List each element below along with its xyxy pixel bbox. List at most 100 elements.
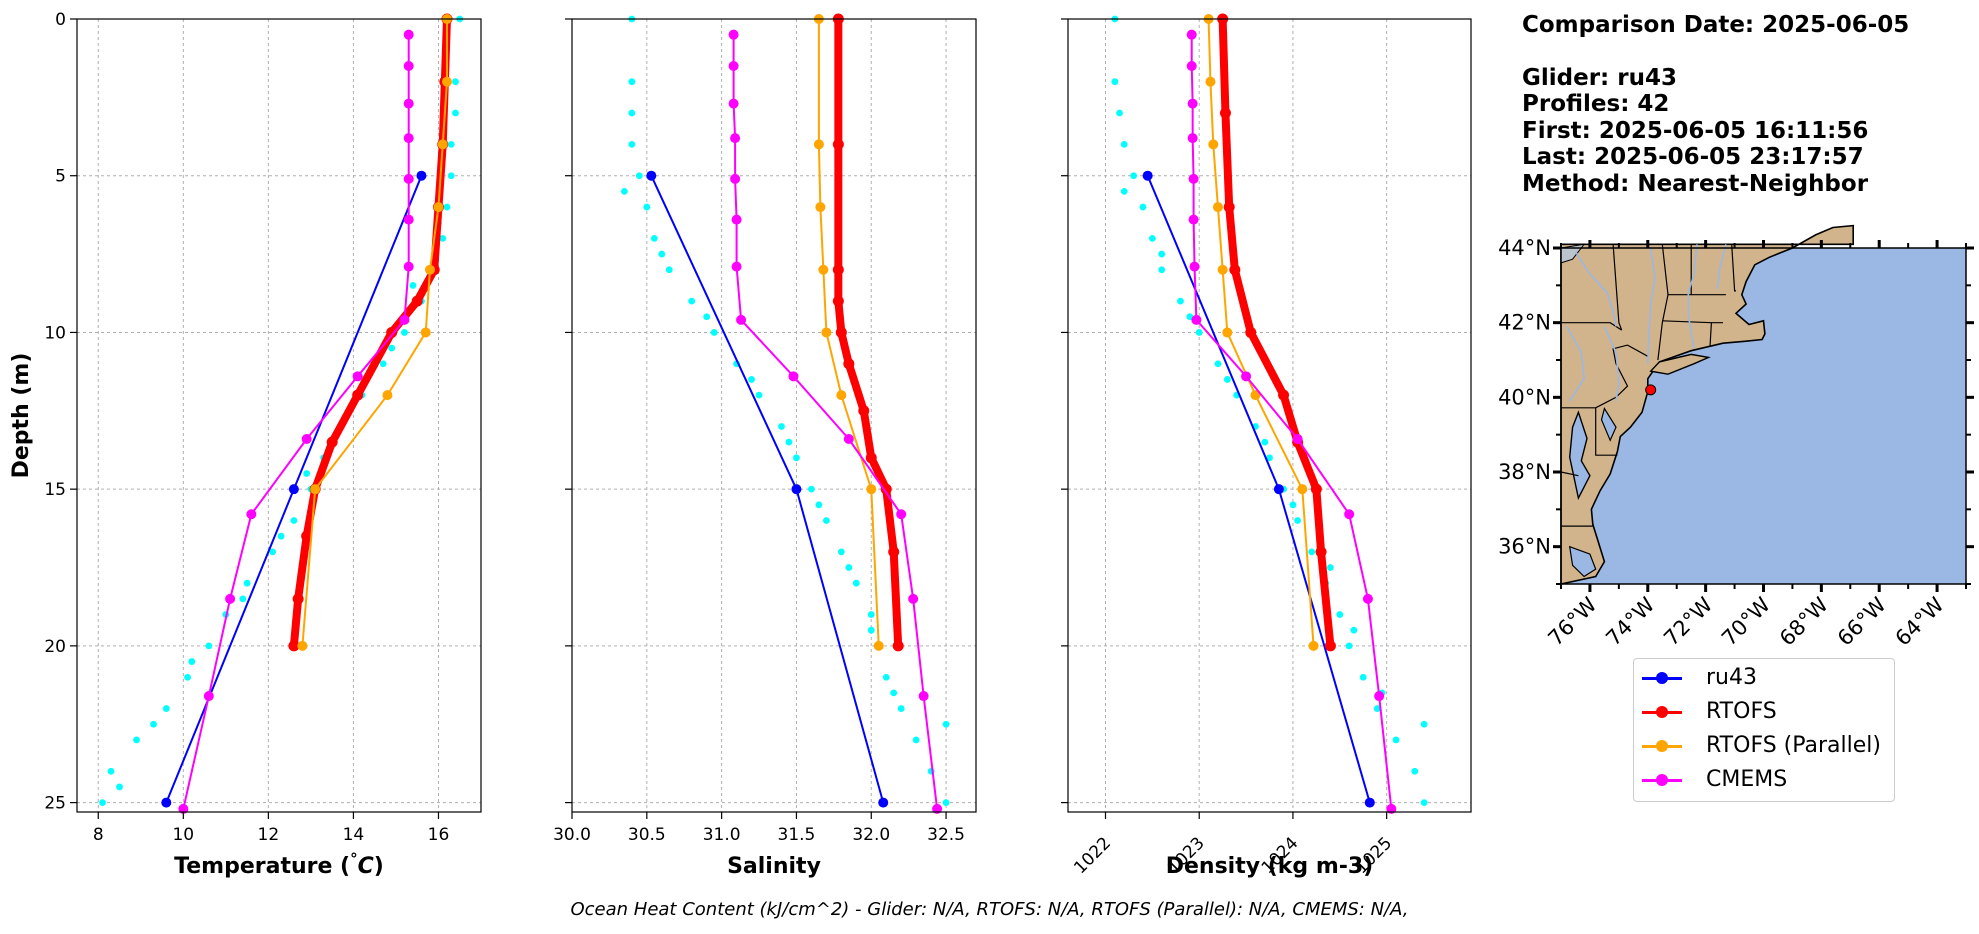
series-point-rtofs-parallel (873, 640, 884, 651)
x-tick-label: 32.5 (927, 825, 965, 845)
glider-profile-point (793, 454, 800, 462)
series-point-cmems (731, 261, 742, 272)
series-point-ru43 (1273, 484, 1284, 495)
series-point-cmems (1186, 29, 1197, 40)
map-lat-label: 38°N (1498, 460, 1551, 484)
glider-profile-point (852, 579, 860, 587)
series-point-cmems (403, 61, 414, 72)
legend-marker (1656, 672, 1668, 684)
series-point-cmems (728, 29, 739, 40)
series-point-rtofs-parallel (866, 484, 877, 495)
series-point-rtofs-parallel (1212, 202, 1223, 213)
series-point-ru43 (416, 170, 427, 181)
series-point-cmems (1191, 314, 1202, 325)
axes-frame (571, 18, 977, 813)
x-axis-label-part: Temperature ( (174, 854, 350, 879)
glider-profile-point (439, 235, 447, 242)
series-point-rtofs (1310, 483, 1322, 495)
series-point-cmems (932, 803, 943, 814)
series-point-rtofs (301, 530, 313, 542)
x-tick-label: 32.0 (852, 825, 890, 845)
series-point-rtofs (843, 358, 855, 370)
x-tick-label: 31.5 (778, 825, 816, 845)
glider-profile-point (665, 266, 673, 274)
series-point-cmems (730, 173, 741, 184)
series-point-ru43 (878, 797, 889, 808)
glider-profile-point (99, 799, 106, 806)
glider-profile-point (452, 109, 459, 117)
glider-profile-point (116, 783, 123, 791)
map-lon-label: 70°W (1717, 592, 1775, 650)
river (1574, 251, 1617, 327)
glider-profile-point (1336, 611, 1344, 618)
series-point-rtofs (1245, 326, 1257, 338)
glider-profile-point (205, 642, 213, 650)
river (1603, 326, 1620, 402)
glider-profile-point (184, 673, 191, 681)
map-lon-label: 64°W (1891, 592, 1949, 650)
glider-profile-point (107, 767, 115, 775)
y-axis-label: Depth (m) (9, 353, 34, 479)
river (1687, 244, 1698, 349)
series-point-rtofs (835, 326, 847, 338)
glider-profile-point (845, 564, 853, 571)
series-point-cmems (246, 509, 257, 520)
glider-profile-point (188, 658, 196, 665)
comparison-date: Comparison Date: 2025-06-05 (1522, 12, 1910, 38)
glider-profile-point (778, 423, 785, 430)
legend-item-cmems: CMEMS (1634, 763, 1894, 797)
glider-profile-point (628, 109, 636, 117)
state-border (1561, 322, 1623, 331)
series-point-cmems (178, 803, 189, 814)
series-point-ru43 (161, 797, 172, 808)
glider-profile-point (658, 250, 666, 258)
legend-item-rtofs: RTOFS (1634, 695, 1894, 729)
glider-profile-point (133, 736, 140, 744)
glider-profile-point (890, 689, 898, 697)
glider-profile-point (942, 799, 950, 806)
glider-profile-point (1308, 548, 1316, 556)
glider-profile-point (452, 78, 459, 86)
series-point-rtofs-parallel (297, 640, 308, 651)
y-tick-label: 10 (44, 323, 66, 343)
glider-profile-point (867, 611, 875, 618)
series-point-rtofs (1219, 107, 1231, 119)
glider-profile-point (628, 140, 636, 148)
last-time: Last: 2025-06-05 23:17:57 (1522, 144, 1864, 170)
temperature-panel: 8 10 12 14 16 0 5 10 15 20 25 Temperature (°C) Depth… (9, 10, 482, 879)
series-point-rtofs-parallel (1205, 76, 1216, 87)
series-point-ru43 (1142, 170, 1153, 181)
series-point-cmems (225, 593, 236, 604)
map-lon-label: 72°W (1659, 592, 1717, 650)
legend-label: RTOFS (Parallel) (1706, 733, 1881, 758)
series-point-cmems (843, 434, 854, 445)
map-lon-label: 68°W (1775, 592, 1833, 650)
glider-profile-point (303, 470, 311, 477)
series-point-cmems (1362, 593, 1373, 604)
series-line-cmems (182, 33, 410, 810)
salinity-panel: 30.0 30.5 31.0 31.5 32.0 32.5 Salinity (553, 13, 977, 879)
series-point-rtofs (1229, 264, 1241, 276)
series-point-rtofs-parallel (1222, 327, 1233, 338)
glider-profile-point (150, 720, 157, 728)
glider-profile-point (1177, 297, 1184, 305)
series-point-rtofs (288, 640, 300, 652)
map-lat-label: 36°N (1498, 535, 1551, 559)
map-lat-label: 44°N (1498, 236, 1551, 260)
y-tick-label: 5 (55, 167, 66, 187)
series-point-rtofs (411, 295, 423, 307)
series-point-cmems (896, 509, 907, 520)
glider-profile-point (1392, 736, 1400, 744)
series-point-rtofs-parallel (821, 327, 832, 338)
glider-profile-point (269, 548, 277, 556)
glider-profile-point (688, 297, 696, 305)
legend-label: CMEMS (1706, 767, 1788, 792)
series-point-rtofs (858, 405, 870, 417)
series-point-cmems (403, 173, 414, 184)
series-point-rtofs (865, 452, 877, 464)
glider-profile-point (748, 376, 755, 383)
series-point-rtofs (326, 436, 338, 448)
series-point-rtofs (892, 640, 904, 652)
